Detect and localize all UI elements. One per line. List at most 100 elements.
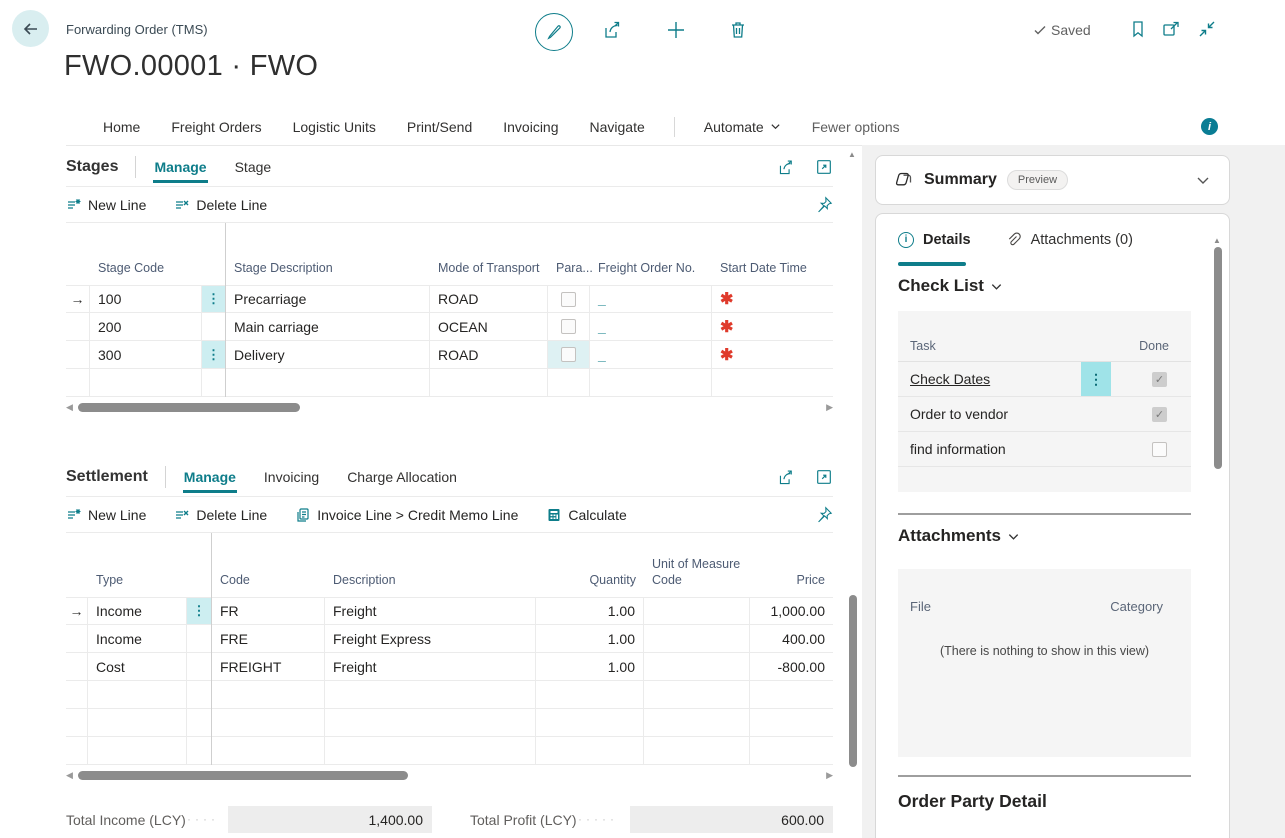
main-v-scroll-thumb[interactable] (849, 595, 857, 767)
row-menu-cell[interactable] (202, 313, 226, 340)
task-text[interactable]: Order to vendor (910, 406, 1009, 422)
stages-h-scroll-thumb[interactable] (78, 403, 300, 412)
col-description[interactable]: Description (333, 572, 396, 587)
quantity-cell[interactable]: 1.00 (536, 598, 644, 624)
parallel-cell[interactable] (548, 286, 590, 312)
row-selector[interactable] (66, 625, 88, 652)
type-cell[interactable]: Cost (88, 653, 187, 680)
new-button[interactable] (664, 18, 688, 42)
col-price[interactable]: Price (796, 572, 825, 587)
scroll-up-icon[interactable]: ▲ (848, 150, 856, 159)
stages-new-line-button[interactable]: New Line (66, 197, 146, 213)
back-button[interactable] (12, 10, 49, 47)
freight-order-no-cell[interactable]: _ (590, 286, 712, 312)
uom-cell[interactable] (644, 598, 750, 624)
delete-button[interactable] (727, 19, 749, 41)
col-stage-code[interactable]: Stage Code (98, 260, 165, 275)
factbox-v-scrollbar[interactable]: ▲ (1211, 228, 1225, 828)
row-selector[interactable] (66, 341, 90, 368)
uom-cell[interactable] (644, 625, 750, 652)
stages-expand-icon[interactable] (815, 158, 833, 176)
settlement-tab-invoicing[interactable]: Invoicing (263, 469, 320, 485)
parallel-checkbox[interactable] (561, 319, 576, 334)
freight-order-no-cell[interactable]: _ (590, 313, 712, 340)
stages-share-icon[interactable] (777, 158, 796, 177)
factbox-v-scroll-thumb[interactable] (1214, 247, 1222, 469)
description-cell[interactable]: Freight (325, 653, 536, 680)
menu-print-send[interactable]: Print/Send (406, 118, 473, 135)
scroll-left-icon[interactable]: ◀ (66, 402, 73, 412)
summary-chevron-icon[interactable] (1195, 172, 1211, 188)
done-checkbox[interactable] (1152, 406, 1167, 422)
parallel-cell[interactable] (548, 313, 590, 340)
scroll-left-icon[interactable]: ◀ (66, 770, 73, 780)
type-cell[interactable]: Income (88, 625, 187, 652)
start-date-time-cell[interactable]: ✱ (712, 286, 833, 312)
col-type[interactable]: Type (96, 572, 124, 587)
tab-details[interactable]: Details (898, 231, 971, 248)
mode-cell[interactable]: OCEAN (430, 313, 548, 340)
row-menu-icon[interactable] (202, 286, 226, 312)
stage-description-cell[interactable]: Delivery (226, 341, 430, 368)
price-cell[interactable]: 1,000.00 (770, 603, 826, 619)
edit-button[interactable] (535, 13, 573, 51)
freight-order-no-cell[interactable]: _ (590, 341, 712, 368)
start-date-time-cell[interactable]: ✱ (712, 313, 833, 340)
settlement-h-scrollbar[interactable]: ◀ ▶ (66, 767, 833, 783)
bookmark-button[interactable] (1128, 19, 1148, 39)
settlement-pin-icon[interactable] (815, 505, 833, 524)
menu-fewer-options[interactable]: Fewer options (811, 118, 900, 135)
code-cell[interactable]: FRE (212, 625, 325, 652)
mode-cell[interactable]: ROAD (430, 341, 548, 368)
share-button[interactable] (602, 19, 624, 41)
quantity-cell[interactable]: 1.00 (536, 653, 644, 680)
row-menu-cell[interactable] (187, 625, 212, 652)
menu-automate[interactable]: Automate (702, 117, 783, 137)
stages-delete-line-button[interactable]: Delete Line (174, 197, 267, 213)
done-checkbox[interactable] (1152, 371, 1167, 387)
code-cell[interactable]: FREIGHT (212, 653, 325, 680)
stages-tab-manage[interactable]: Manage (153, 151, 208, 183)
settlement-share-icon[interactable] (777, 468, 796, 487)
scroll-up-icon[interactable]: ▲ (1213, 236, 1221, 245)
col-stage-description[interactable]: Stage Description (234, 260, 333, 275)
price-cell[interactable]: -800.00 (777, 658, 825, 675)
parallel-checkbox[interactable] (561, 291, 576, 307)
type-cell[interactable]: Income (88, 598, 187, 624)
task-link[interactable]: Check Dates (910, 371, 991, 387)
menu-home[interactable]: Home (103, 118, 141, 135)
scroll-right-icon[interactable]: ▶ (826, 770, 833, 780)
open-in-window-button[interactable] (1161, 19, 1181, 39)
uom-cell[interactable] (644, 653, 750, 680)
stages-pin-icon[interactable] (815, 195, 833, 214)
row-menu-cell[interactable] (187, 653, 212, 680)
collapse-button[interactable] (1197, 19, 1217, 39)
parallel-cell[interactable] (548, 341, 590, 368)
settlement-tab-charge-allocation[interactable]: Charge Allocation (347, 469, 457, 485)
col-mode-of-transport[interactable]: Mode of Transport (438, 260, 540, 275)
stage-description-cell[interactable]: Main carriage (226, 313, 430, 340)
stages-h-scrollbar[interactable]: ◀ ▶ (66, 399, 833, 415)
summary-card[interactable]: Summary Preview (875, 155, 1230, 205)
col-parallel[interactable]: Para... (556, 260, 593, 275)
row-selector[interactable] (66, 653, 88, 680)
done-checkbox[interactable] (1152, 441, 1167, 457)
calculate-button[interactable]: Calculate (546, 507, 627, 523)
settlement-delete-line-button[interactable]: Delete Line (174, 507, 267, 523)
description-cell[interactable]: Freight (325, 598, 536, 624)
row-selector[interactable] (66, 286, 90, 312)
invoice-credit-memo-button[interactable]: Invoice Line > Credit Memo Line (295, 507, 518, 523)
row-selector[interactable] (66, 313, 90, 340)
menu-logistic-units[interactable]: Logistic Units (292, 118, 376, 135)
check-list-heading[interactable]: Check List (898, 276, 1003, 296)
menu-freight-orders[interactable]: Freight Orders (171, 118, 262, 135)
row-selector[interactable] (66, 598, 88, 624)
col-code[interactable]: Code (220, 572, 250, 587)
col-unit-of-measure[interactable]: Unit of Measure Code (652, 556, 741, 587)
row-menu-icon[interactable] (187, 598, 212, 624)
main-v-scrollbar[interactable]: ▲ (846, 148, 860, 838)
code-cell[interactable]: FR (212, 598, 325, 624)
stages-tab-stage[interactable]: Stage (234, 159, 272, 175)
price-cell[interactable]: 400.00 (782, 630, 825, 647)
description-cell[interactable]: Freight Express (325, 625, 536, 652)
